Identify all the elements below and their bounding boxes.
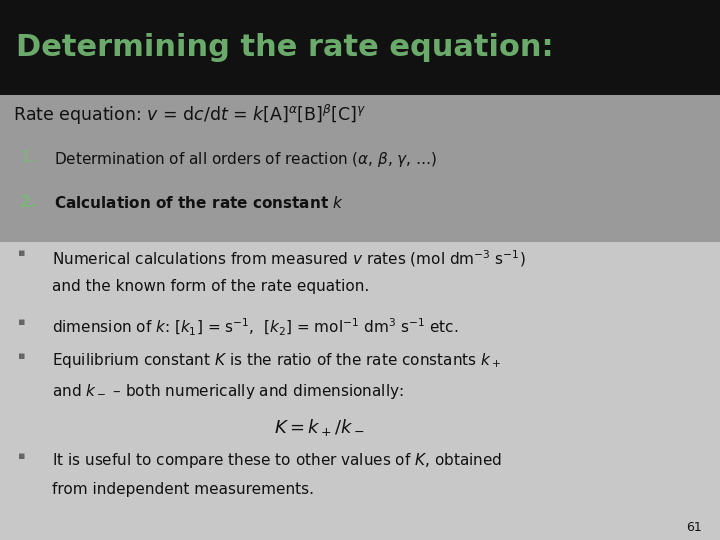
Text: 61: 61: [686, 521, 702, 534]
Text: $K = k_+/k_-$: $K = k_+/k_-$: [274, 417, 364, 438]
FancyBboxPatch shape: [0, 0, 720, 94]
Text: ▪: ▪: [18, 317, 25, 327]
Text: 1.: 1.: [20, 150, 35, 165]
Text: Numerical calculations from measured $v$ rates (mol dm$^{-3}$ s$^{-1}$): Numerical calculations from measured $v$…: [52, 248, 526, 269]
Text: Determination of all orders of reaction ($\alpha$, $\beta$, $\gamma$, …): Determination of all orders of reaction …: [54, 150, 438, 169]
Text: dimension of $k$: [$k_1$] = s$^{-1}$,  [$k_2$] = mol$^{-1}$ dm$^3$ s$^{-1}$ etc.: dimension of $k$: [$k_1$] = s$^{-1}$, [$…: [52, 317, 459, 339]
FancyBboxPatch shape: [0, 94, 720, 241]
Text: Rate equation: $v$ = d$c$/d$t$ = $k$[A]$^{\alpha}$[B]$^{\beta}$[C]$^{\gamma}$: Rate equation: $v$ = d$c$/d$t$ = $k$[A]$…: [13, 103, 366, 127]
Text: Equilibrium constant $K$ is the ratio of the rate constants $k_+$: Equilibrium constant $K$ is the ratio of…: [52, 350, 501, 370]
Text: ▪: ▪: [18, 350, 25, 361]
Text: ▪: ▪: [18, 248, 25, 258]
Text: from independent measurements.: from independent measurements.: [52, 482, 314, 497]
Text: 2.: 2.: [20, 195, 37, 210]
FancyBboxPatch shape: [0, 94, 720, 540]
Text: and the known form of the rate equation.: and the known form of the rate equation.: [52, 279, 369, 294]
Text: and $k_-$ – both numerically and dimensionally:: and $k_-$ – both numerically and dimensi…: [52, 382, 403, 401]
Text: It is useful to compare these to other values of $K$, obtained: It is useful to compare these to other v…: [52, 451, 502, 470]
Text: ▪: ▪: [18, 451, 25, 461]
Text: Calculation of the rate constant $k$: Calculation of the rate constant $k$: [54, 195, 344, 211]
Text: Determining the rate equation:: Determining the rate equation:: [16, 33, 554, 62]
